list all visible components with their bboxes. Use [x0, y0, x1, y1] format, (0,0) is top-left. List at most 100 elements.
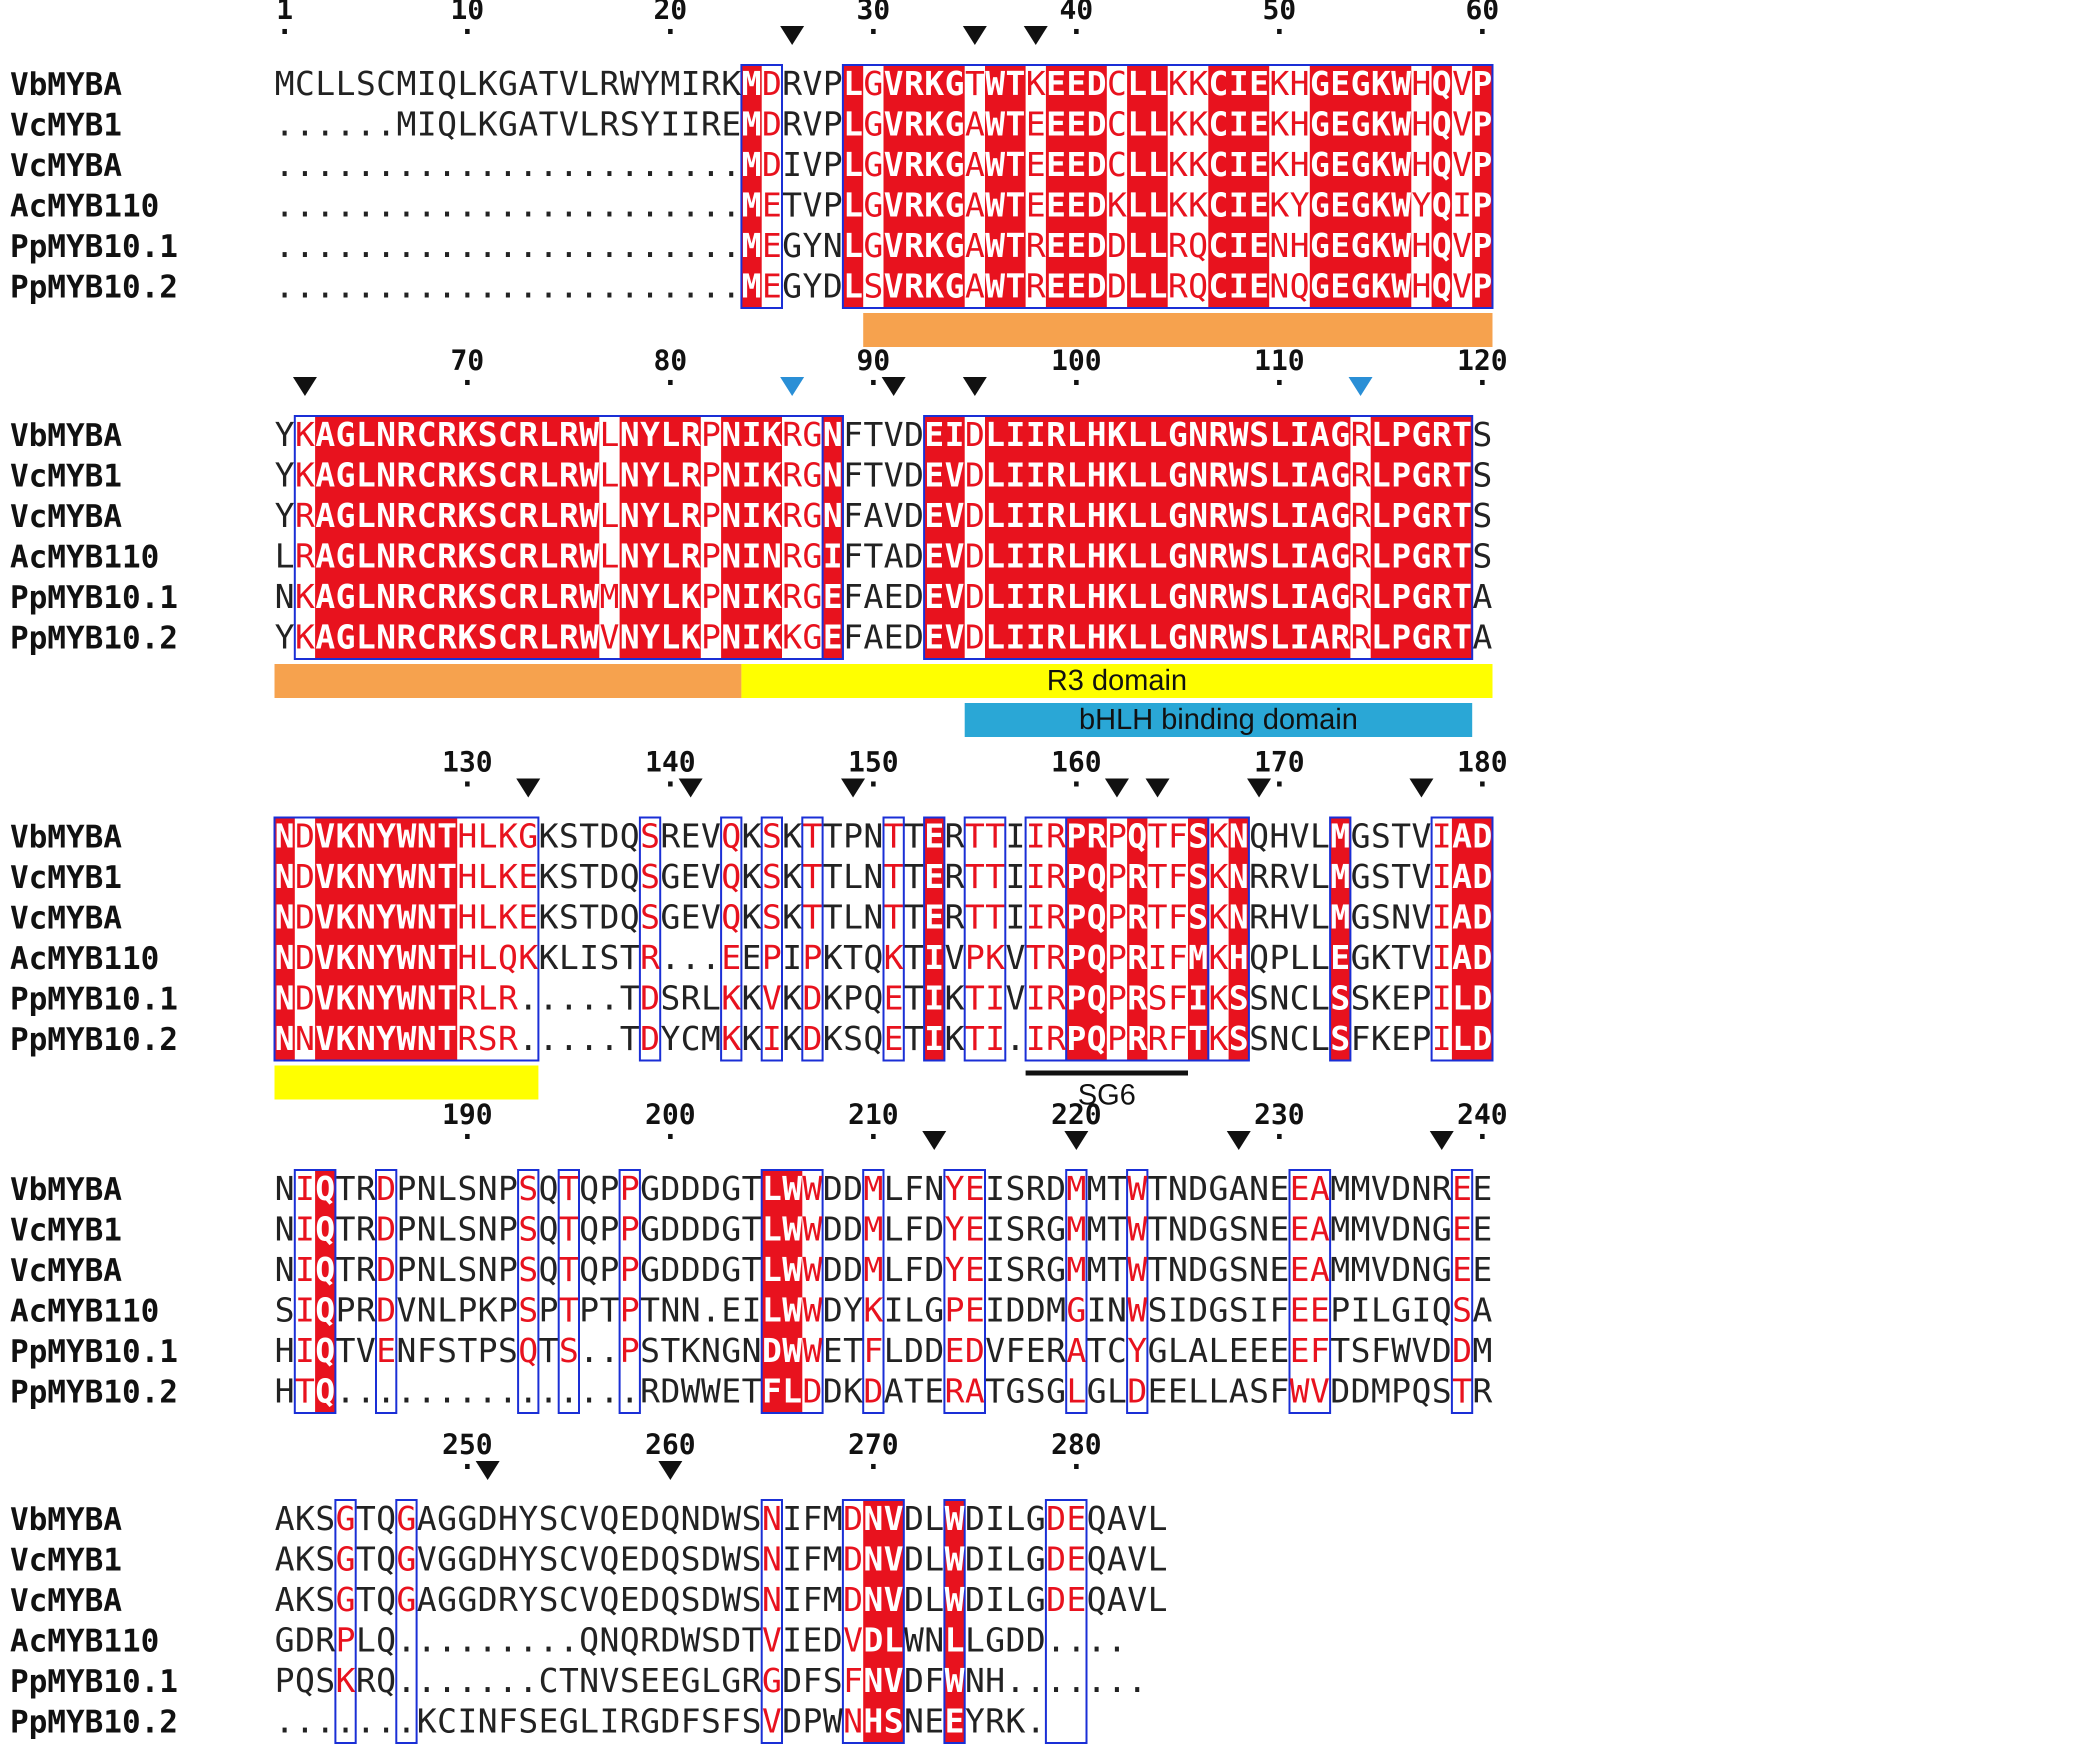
position-number: 260: [645, 1428, 696, 1461]
residue: R: [1249, 858, 1269, 896]
residue: C: [498, 456, 518, 494]
residue: I: [1006, 817, 1026, 856]
residue: G: [762, 1662, 782, 1700]
residue: A: [884, 1372, 904, 1410]
residue: S: [559, 1332, 579, 1370]
residue: .: [274, 1702, 294, 1740]
residue: G: [1066, 1291, 1086, 1330]
residue: .: [660, 226, 680, 265]
residue: C: [498, 537, 518, 576]
residue: D: [762, 64, 782, 103]
residue: N: [620, 618, 640, 656]
residue: M: [742, 186, 762, 224]
residue: N: [1107, 1291, 1127, 1330]
residue: L: [1371, 1291, 1391, 1330]
residue: Y: [1412, 186, 1432, 224]
residue: K: [823, 979, 843, 1018]
residue: K: [1208, 858, 1228, 896]
similarity-box: [882, 816, 905, 1062]
residue: E: [1066, 1580, 1086, 1619]
residue: I: [742, 578, 762, 616]
residue: G: [944, 226, 964, 265]
sequence-name: AcMYB110: [10, 940, 160, 976]
residue: T: [356, 1500, 376, 1538]
residue: I: [1026, 416, 1046, 454]
residue: K: [1188, 64, 1208, 103]
residue: N: [1188, 496, 1208, 535]
residue: .: [680, 146, 700, 184]
residue: E: [1026, 146, 1046, 184]
residue: I: [295, 1250, 315, 1289]
residue: D: [823, 267, 843, 306]
similarity-box: [334, 1499, 357, 1744]
residue: V: [802, 64, 822, 103]
residue: N: [1270, 267, 1290, 306]
residue: G: [336, 537, 356, 576]
residue: V: [1452, 64, 1472, 103]
residue: L: [1371, 537, 1391, 576]
residue: L: [600, 456, 620, 494]
residue: L: [1310, 938, 1330, 977]
residue: .: [498, 1621, 518, 1660]
residue: V: [944, 578, 964, 616]
residue: L: [356, 1621, 376, 1660]
residue: N: [274, 1170, 294, 1208]
black-triangle-marker: [658, 1461, 682, 1480]
residue: G: [396, 1580, 416, 1619]
residue: G: [1168, 416, 1188, 454]
residue: A: [1107, 1540, 1127, 1578]
residue: .: [316, 226, 336, 265]
residue: L: [356, 537, 376, 576]
residue: .: [1128, 1662, 1148, 1700]
residue: K: [1208, 938, 1228, 977]
residue: N: [823, 226, 843, 265]
residue: R: [498, 979, 518, 1018]
residue: C: [1107, 1332, 1127, 1370]
residue: N: [417, 1250, 437, 1289]
residue: K: [823, 1020, 843, 1058]
residue: D: [1086, 267, 1106, 306]
residue: G: [1330, 578, 1350, 616]
residue: .: [498, 1372, 518, 1410]
residue: .: [295, 146, 315, 184]
residue: G: [518, 817, 538, 856]
residue: G: [944, 146, 964, 184]
residue: Y: [640, 578, 660, 616]
residue: D: [904, 1580, 924, 1619]
sequence-name: PpMYB10.1: [10, 579, 178, 616]
position-tick: .: [459, 8, 476, 41]
residue: K: [1107, 618, 1127, 656]
residue: L: [1128, 186, 1148, 224]
residue: T: [904, 979, 924, 1018]
residue: Y: [944, 1170, 964, 1208]
residue: R: [559, 416, 579, 454]
residue: N: [356, 858, 376, 896]
residue: N: [823, 496, 843, 535]
residue: E: [680, 898, 700, 936]
residue: F: [843, 496, 863, 535]
residue: I: [1168, 1291, 1188, 1330]
residue: I: [1350, 1291, 1370, 1330]
black-triangle-marker: [1146, 778, 1170, 798]
residue: R: [396, 496, 416, 535]
residue: V: [1006, 938, 1026, 977]
residue: .: [336, 267, 356, 306]
residue: I: [742, 1291, 762, 1330]
residue: E: [924, 858, 944, 896]
residue: W: [396, 817, 416, 856]
residue: T: [1086, 1332, 1106, 1370]
residue: R: [1046, 898, 1066, 936]
residue: N: [274, 979, 294, 1018]
position-tick: .: [276, 8, 293, 41]
residue: N: [478, 1250, 498, 1289]
residue: S: [600, 938, 620, 977]
residue: K: [782, 858, 802, 896]
residue: .: [579, 146, 599, 184]
residue: P: [396, 1210, 416, 1248]
residue: N: [478, 1170, 498, 1208]
residue: A: [1472, 618, 1492, 656]
residue: D: [1330, 1372, 1350, 1410]
residue: N: [1168, 1170, 1188, 1208]
sequence-name: PpMYB10.2: [10, 1021, 178, 1058]
residue: C: [417, 578, 437, 616]
